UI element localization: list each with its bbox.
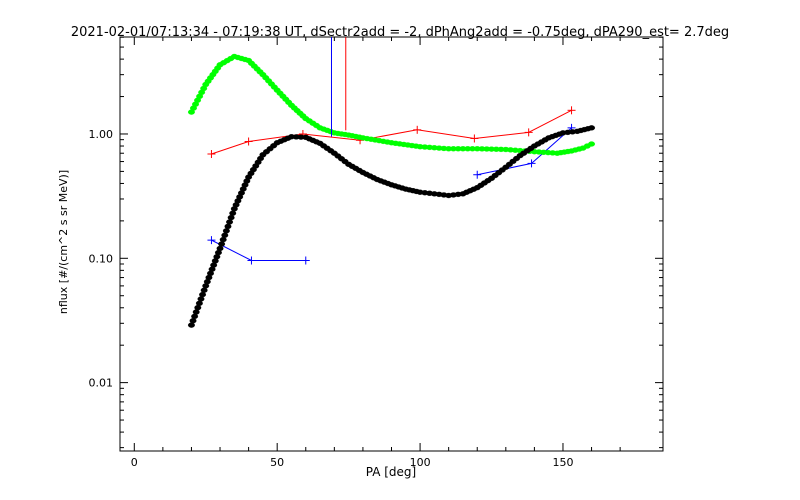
plot-area [187,37,596,328]
series-point-1-2 [301,256,310,265]
series-point-2-1 [527,159,536,168]
x-tick-label: 150 [552,456,573,469]
y-tick-label: 0.10 [89,252,114,265]
series-line-0 [211,109,572,155]
y-tick-label: 0.01 [89,377,114,390]
y-axis-label: nflux [#/(cm^2 s sr MeV)] [57,170,70,314]
series-dot-3-109 [588,141,596,147]
series-point-0-5 [470,134,479,143]
series-dot-4-19 [218,241,226,247]
x-axis: 0 50 100 150 [131,37,621,469]
series-dot-4-22 [222,228,230,234]
x-tick-label: 100 [410,456,431,469]
y-axis: 0.01 0.10 1.00 [89,36,663,449]
series-dot-4-20 [219,236,227,243]
series-dot-4-128 [588,125,596,131]
series-dot-4-25 [227,214,235,221]
x-axis-label: PA [deg] [366,465,416,479]
x-tick-label: 0 [131,456,138,469]
series-point-1-1 [247,256,256,265]
series-dot-4-23 [224,223,232,230]
series-dot-4-24 [226,219,234,225]
x-tick-label: 50 [270,456,284,469]
chart-title: 2021-02-01/07:13:34 - 07:19:38 UT, dSect… [71,25,729,40]
series-dot-4-21 [221,232,229,238]
series-line-1 [211,239,306,262]
series-point-0-7 [567,106,576,115]
series-point-0-1 [244,137,253,146]
series-point-0-6 [524,128,533,137]
series-point-0-0 [207,150,216,159]
y-tick-label: 1.00 [89,128,114,141]
series-point-1-0 [207,236,216,245]
plot-frame [119,36,664,452]
series-point-2-0 [473,170,482,179]
series-point-0-4 [413,125,422,134]
series-dot-4-18 [216,245,224,252]
series-dot-4-26 [229,210,237,216]
